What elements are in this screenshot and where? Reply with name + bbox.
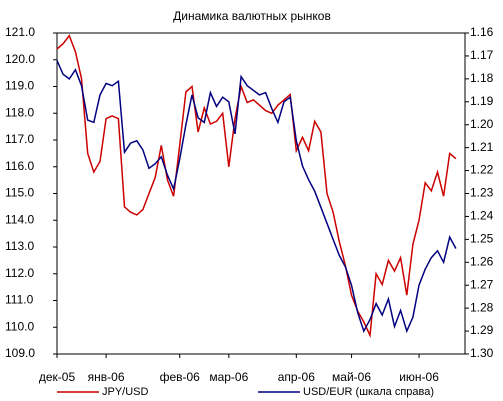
y2-tick-label: 1.29	[470, 323, 494, 337]
series-line	[56, 34, 457, 339]
x-tick-label: апр-06	[278, 370, 316, 384]
y-tick-label: 110.0	[5, 319, 34, 333]
y-tick-label: 119.0	[5, 79, 34, 93]
y2-tick-label: 1.23	[470, 186, 494, 200]
y-tick-label: 120.0	[5, 52, 35, 66]
x-tick-label: дек-05	[39, 370, 76, 384]
y2-tick-label: 1.20	[470, 117, 494, 131]
y2-tick-label: 1.19	[470, 94, 494, 108]
y2-tick-label: 1.18	[470, 71, 494, 85]
y2-tick-label: 1.27	[470, 277, 494, 291]
y-tick-label: 117.0	[5, 132, 34, 146]
y2-tick-label: 1.25	[470, 232, 494, 246]
x-tick-label: мар-06	[209, 370, 248, 384]
y2-tick-label: 1.26	[470, 254, 494, 268]
legend-label: USD/EUR (шкала справа)	[303, 386, 434, 398]
series-line	[56, 60, 457, 334]
y2-tick-label: 1.24	[470, 209, 494, 223]
x-tick-label: янв-06	[88, 370, 125, 384]
y-tick-label: 121.0	[5, 25, 35, 39]
x-tick-label: июн-06	[399, 370, 439, 384]
y-tick-label: 112.0	[5, 266, 34, 280]
y2-tick-label: 1.17	[470, 48, 494, 62]
chart-title: Динамика валютных рынков	[173, 9, 331, 23]
x-tick-label: фев-06	[160, 370, 201, 384]
y2-tick-label: 1.16	[470, 25, 494, 39]
y-tick-label: 116.0	[5, 159, 34, 173]
y2-tick-label: 1.30	[470, 346, 494, 360]
y-tick-label: 109.0	[5, 346, 35, 360]
y2-tick-label: 1.21	[470, 140, 494, 154]
y2-tick-label: 1.28	[470, 300, 494, 314]
y-tick-label: 115.0	[5, 186, 34, 200]
legend-label: JPY/USD	[102, 386, 149, 398]
y-tick-label: 114.0	[5, 212, 34, 226]
y2-tick-label: 1.22	[470, 163, 494, 177]
y-tick-label: 118.0	[5, 105, 34, 119]
x-tick-label: май-06	[332, 370, 371, 384]
y-tick-label: 111.0	[5, 293, 34, 307]
y-tick-label: 113.0	[5, 239, 34, 253]
